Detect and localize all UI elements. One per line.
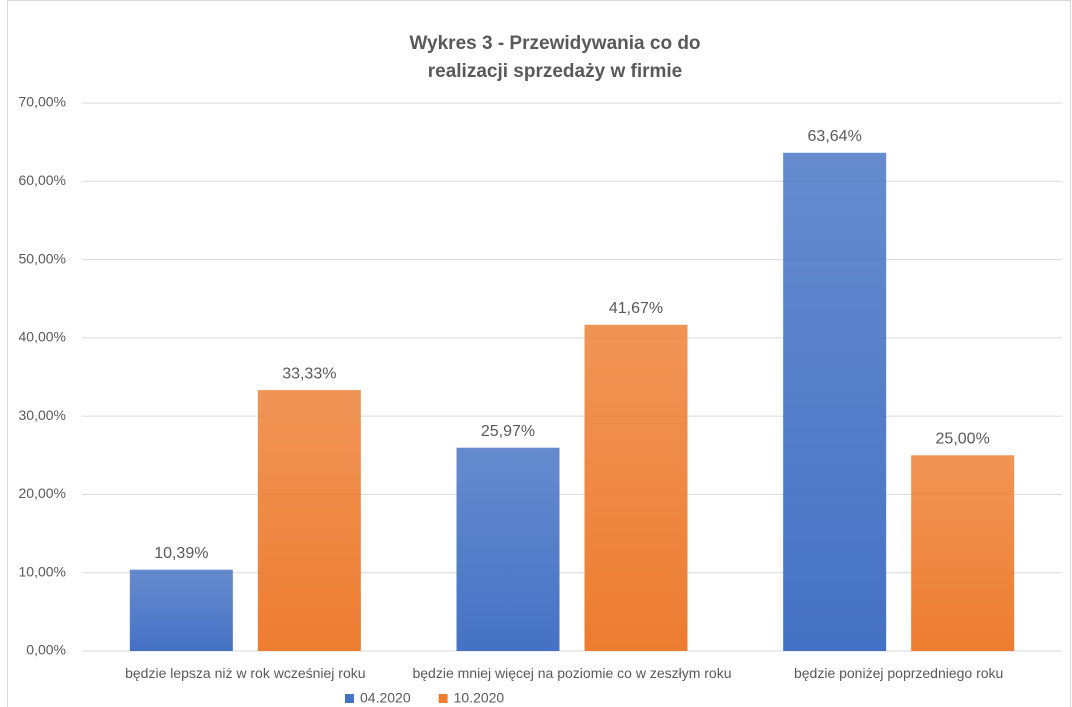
data-label: 10,39% [154, 545, 208, 562]
data-label: 63,64% [808, 128, 862, 145]
legend-label: 04.2020 [360, 690, 411, 706]
x-tick-label: będzie poniżej poprzedniego roku [793, 665, 1004, 681]
legend-swatch [438, 694, 448, 703]
bar [584, 324, 688, 651]
y-tick-label: 10,00% [19, 563, 66, 579]
legend-swatch [345, 694, 354, 703]
y-tick-label: 70,00% [19, 94, 66, 110]
data-label: 33,33% [282, 365, 336, 382]
bar [783, 152, 887, 651]
bar [456, 447, 560, 651]
y-tick-label: 40,00% [19, 329, 66, 345]
x-tick-label: będzie lepsza niż w rok wcześniej roku [125, 665, 366, 681]
data-label: 41,67% [609, 300, 663, 317]
bar [257, 390, 361, 651]
chart-title: Wykres 3 - Przewidywania co do [409, 33, 700, 54]
chart-title: realizacji sprzedaży w firmie [428, 61, 683, 82]
data-label: 25,00% [936, 431, 990, 448]
y-tick-label: 20,00% [19, 485, 66, 501]
y-tick-label: 50,00% [19, 250, 66, 266]
chart-border [7, 0, 1071, 707]
bar [911, 455, 1015, 651]
y-tick-label: 60,00% [19, 172, 66, 188]
data-label: 25,97% [481, 423, 535, 440]
y-tick-label: 30,00% [19, 407, 66, 423]
legend-label: 10.2020 [454, 690, 505, 706]
y-tick-label: 0,00% [26, 642, 66, 658]
bar [129, 569, 233, 651]
x-tick-label: będzie mniej więcej na poziomie co w zes… [412, 665, 732, 681]
